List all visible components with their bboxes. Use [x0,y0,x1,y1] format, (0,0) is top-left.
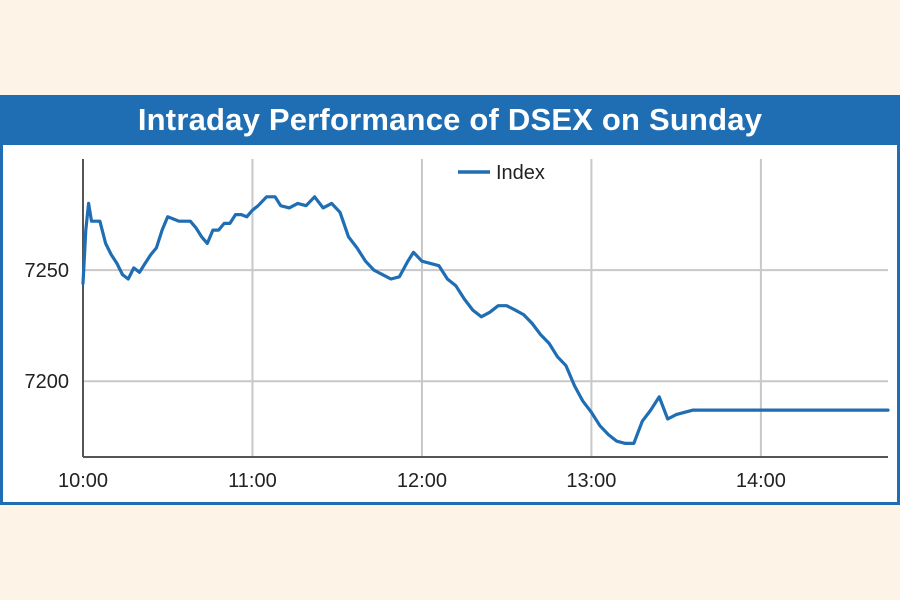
x-tick-label: 10:00 [58,470,108,492]
y-tick-label: 7250 [25,260,70,282]
grid-lines [83,159,888,457]
x-tick-label: 13:00 [566,470,616,492]
chart-panel: Intraday Performance of DSEX on Sunday 7… [0,95,900,505]
x-tick-label: 14:00 [736,470,786,492]
tick-labels: 7250 7200 10:00 11:00 12:00 13:00 14:00 [25,260,786,492]
x-tick-label: 12:00 [397,470,447,492]
legend: Index [458,162,545,184]
plot-area: 7250 7200 10:00 11:00 12:00 13:00 14:00 Index [3,145,897,502]
x-tick-label: 11:00 [228,470,277,492]
axes [82,159,888,458]
y-tick-label: 7200 [25,371,70,393]
line-chart: 7250 7200 10:00 11:00 12:00 13:00 14:00 Index [25,159,890,492]
series-layer [81,195,890,445]
chart-title: Intraday Performance of DSEX on Sunday [137,102,763,137]
series-line-index [81,195,890,445]
legend-label: Index [496,162,545,184]
